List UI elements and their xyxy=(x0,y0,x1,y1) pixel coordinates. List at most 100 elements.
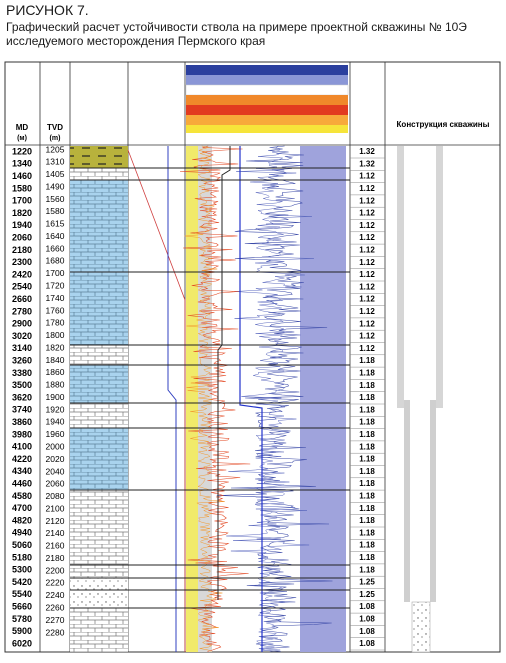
mud-weight: 1.12 xyxy=(359,221,375,230)
tvd-label: 2180 xyxy=(46,553,65,563)
md-label: 4460 xyxy=(12,478,32,488)
tvd-label: 1560 xyxy=(46,194,65,204)
md-label: 3980 xyxy=(12,429,32,439)
mud-weight: 1.18 xyxy=(359,467,375,476)
md-label: 4340 xyxy=(12,466,32,476)
tvd-label: 2140 xyxy=(46,528,65,538)
mud-weight: 1.12 xyxy=(359,319,375,328)
mud-weight: 1.18 xyxy=(359,528,375,537)
mud-weight: 1.18 xyxy=(359,565,375,574)
mud-weight: 1.18 xyxy=(359,516,375,525)
track-band xyxy=(198,146,212,652)
mud-weight: 1.18 xyxy=(359,541,375,550)
tvd-label: 1700 xyxy=(46,268,65,278)
tvd-label: 1580 xyxy=(46,206,65,216)
mud-weight: 1.18 xyxy=(359,553,375,562)
md-label: 5420 xyxy=(12,577,32,587)
casing-header-box: Конструкция скважины xyxy=(397,120,490,129)
mud-weight: 1.18 xyxy=(359,405,375,414)
tvd-label: 2020 xyxy=(46,454,65,464)
md-label: 2780 xyxy=(12,306,32,316)
mud-weight: 1.12 xyxy=(359,282,375,291)
mud-weight: 1.12 xyxy=(359,184,375,193)
mud-weight: 1.18 xyxy=(359,455,375,464)
md-label: 2420 xyxy=(12,269,32,279)
md-label: 4700 xyxy=(12,503,32,513)
md-label: 1460 xyxy=(12,171,32,181)
lithology xyxy=(70,146,128,652)
tvd-label: 2120 xyxy=(46,516,65,526)
mud-weight: 1.12 xyxy=(359,196,375,205)
md-label: 3860 xyxy=(12,417,32,427)
md-label: 2180 xyxy=(12,245,32,255)
tvd-label: 1640 xyxy=(46,231,65,241)
tvd-label: 2000 xyxy=(46,441,65,451)
md-label: 3020 xyxy=(12,331,32,341)
md-label: 2300 xyxy=(12,257,32,267)
tvd-label: 1920 xyxy=(46,404,65,414)
md-label: 5900 xyxy=(12,626,32,636)
md-header: MD xyxy=(16,123,29,132)
mud-weight: 1.18 xyxy=(359,418,375,427)
tvd-label: 2200 xyxy=(46,565,65,575)
log-curve xyxy=(239,146,263,652)
tvd-unit: (m) xyxy=(50,135,61,142)
mud-weight: 1.12 xyxy=(359,246,375,255)
tvd-label: 1740 xyxy=(46,293,65,303)
md-label: 2060 xyxy=(12,232,32,242)
md-label: 1700 xyxy=(12,196,32,206)
tvd-label: 2040 xyxy=(46,466,65,476)
tvd-label: 2260 xyxy=(46,602,65,612)
mud-weight: 1.08 xyxy=(359,602,375,611)
md-label: 5180 xyxy=(12,552,32,562)
md-label: 1220 xyxy=(12,146,32,156)
md-label: 3620 xyxy=(12,392,32,402)
log-curve xyxy=(127,149,186,652)
tvd-label: 1205 xyxy=(46,144,65,154)
tvd-label: 1615 xyxy=(46,219,65,229)
mud-weight: 1.08 xyxy=(359,627,375,636)
tvd-label: 2080 xyxy=(46,491,65,501)
md-label: 4820 xyxy=(12,515,32,525)
mud-weight: 1.12 xyxy=(359,172,375,181)
log-curve xyxy=(184,145,225,652)
mud-weight: 1.18 xyxy=(359,492,375,501)
md-label: 4100 xyxy=(12,442,32,452)
mud-weight: 1.08 xyxy=(359,639,375,648)
mud-weight: 1.25 xyxy=(359,590,375,599)
md-label: 4940 xyxy=(12,528,32,538)
tvd-label: 1820 xyxy=(46,342,65,352)
tvd-label: 1680 xyxy=(46,256,65,266)
title: РИСУНОК 7. xyxy=(6,2,89,18)
mud-weight: 1.12 xyxy=(359,307,375,316)
tvd-label: 1660 xyxy=(46,243,65,253)
md-label: 2540 xyxy=(12,282,32,292)
casing xyxy=(397,146,443,653)
mud-weight: 1.18 xyxy=(359,369,375,378)
md-unit: (м) xyxy=(17,135,27,142)
mud-weight: 1.18 xyxy=(359,356,375,365)
frame xyxy=(4,61,501,653)
md-label: 1580 xyxy=(12,183,32,193)
md-label: 5300 xyxy=(12,565,32,575)
mud-weight: 1.18 xyxy=(359,381,375,390)
mud-weight: 1.18 xyxy=(359,442,375,451)
mud-weight: 1.18 xyxy=(359,393,375,402)
mud-weight: 1.12 xyxy=(359,295,375,304)
log-curve xyxy=(179,145,251,652)
tvd-label: 1760 xyxy=(46,305,65,315)
track-band xyxy=(300,146,346,652)
md-label: 6020 xyxy=(12,638,32,648)
md-label: 2660 xyxy=(12,294,32,304)
mud-weight: 1.32 xyxy=(359,147,375,156)
mud-weight: 1.18 xyxy=(359,430,375,439)
mud-weight: 1.08 xyxy=(359,615,375,624)
md-label: 2900 xyxy=(12,319,32,329)
md-label: 1820 xyxy=(12,208,32,218)
tvd-label: 1310 xyxy=(46,157,65,167)
tvd-label: 2100 xyxy=(46,503,65,513)
tvd-label: 2220 xyxy=(46,578,65,588)
log-curve xyxy=(167,146,177,652)
